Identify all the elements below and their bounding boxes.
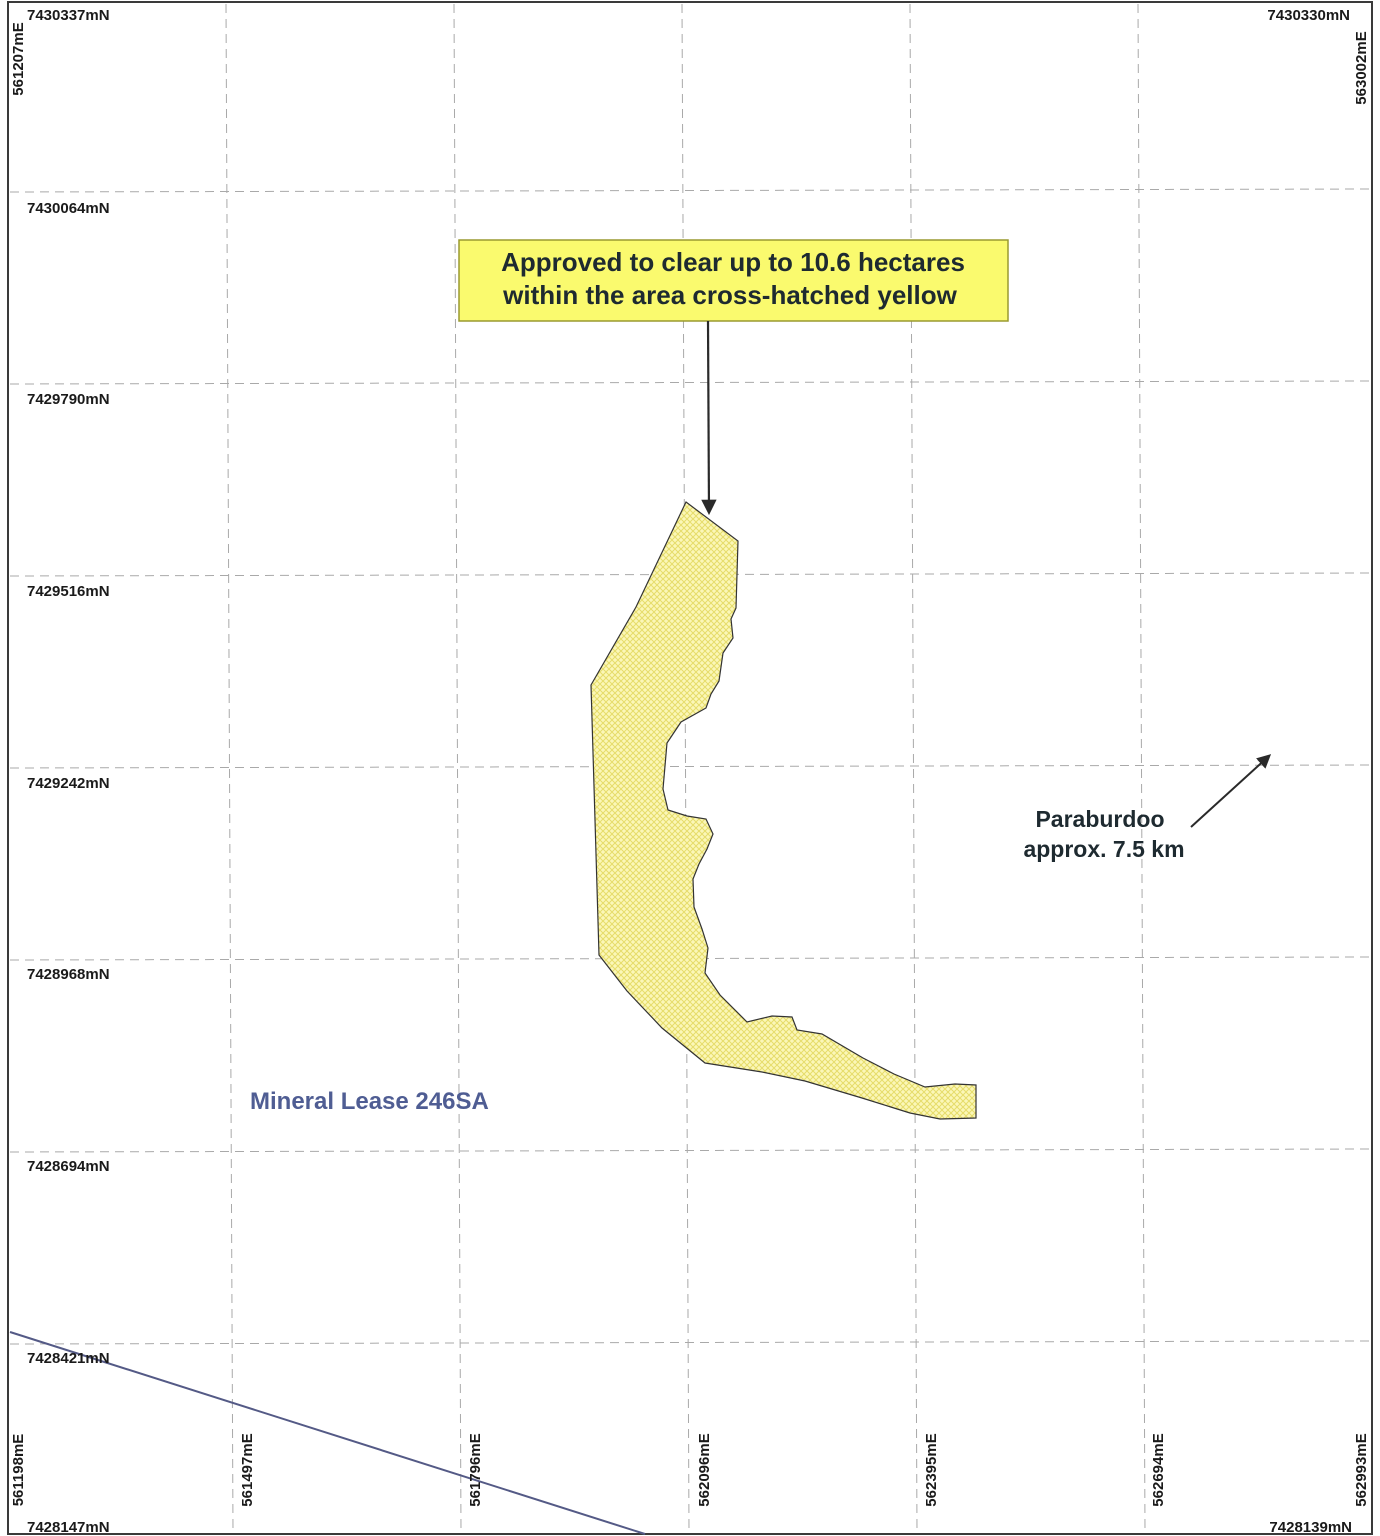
northing-label-row-5: 7428968mN [27,966,110,983]
northing-label-bottom-left: 7428147mN [27,1519,110,1536]
lease-boundary-line [9,1331,646,1535]
easting-label-bottom-1: 561198mE [10,1434,27,1507]
northing-label-row-2: 7429790mN [27,391,110,408]
callout-box [458,239,1009,322]
grid-line-horizontal-6 [9,1148,1371,1153]
clearing-area-polygon [590,501,977,1120]
callout-text-line1: Approved to clear up to 10.6 hectares [501,247,965,277]
northing-label-row-4: 7429242mN [27,775,110,792]
northing-label-row-7: 7428421mN [27,1350,110,1367]
northing-label-row-1: 7430064mN [27,200,110,217]
easting-label-top-right: 563002mE [1353,31,1370,104]
northing-label-row-3: 7429516mN [27,583,110,600]
easting-label-bottom-7: 562993mE [1353,1433,1370,1506]
grid-line-horizontal-7 [9,1340,1371,1345]
grid-line-vertical-5 [1137,3,1146,1534]
easting-label-bottom-5: 562395mE [923,1433,940,1506]
grid-lines [9,3,1371,1534]
northing-label-top-right: 7430330mN [1267,7,1350,24]
grid-line-horizontal-2 [9,380,1371,385]
grid-line-horizontal-4 [9,764,1371,769]
town-distance-label: approx. 7.5 km [1023,836,1184,862]
grid-line-vertical-2 [453,3,462,1534]
easting-label-top-left: 561207mE [10,22,27,95]
town-direction-arrow [1190,754,1272,828]
mineral-lease-label: Mineral Lease 246SA [250,1088,489,1115]
town-name-label: Paraburdoo [1035,806,1164,832]
easting-label-bottom-2: 561497mE [239,1433,256,1506]
callout-pointer-arrow [701,320,717,516]
easting-label-bottom-3: 561796mE [467,1433,484,1506]
grid-line-vertical-4 [909,3,918,1534]
easting-label-bottom-4: 562096mE [696,1433,713,1506]
grid-line-horizontal-1 [9,188,1371,193]
easting-label-bottom-6: 562694mE [1150,1433,1167,1506]
northing-label-top-left: 7430337mN [27,7,110,24]
northing-label-row-6: 7428694mN [27,1158,110,1175]
northing-label-bottom-right: 7428139mN [1269,1519,1352,1536]
grid-line-vertical-3 [681,3,690,1534]
grid-line-vertical-1 [225,3,234,1534]
map-frame [7,1,1373,1535]
callout-text-line2: within the area cross-hatched yellow [502,280,957,310]
